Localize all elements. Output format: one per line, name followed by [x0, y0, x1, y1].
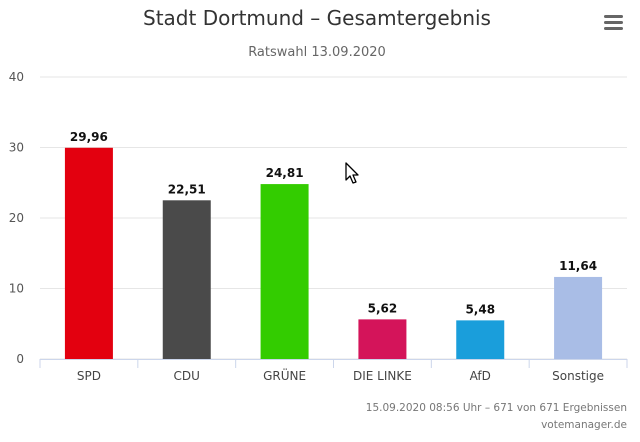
x-tick-label: CDU — [174, 369, 200, 383]
x-tick-label: SPD — [77, 369, 101, 383]
y-tick-label: 10 — [9, 282, 24, 296]
data-label: 5,48 — [465, 302, 495, 316]
y-tick-label: 20 — [9, 211, 24, 225]
x-tick-label: AfD — [470, 369, 491, 383]
x-tick-label: DIE LINKE — [353, 369, 412, 383]
bar[interactable] — [260, 184, 309, 359]
bars — [64, 147, 603, 359]
data-label: 22,51 — [168, 182, 206, 196]
bar[interactable] — [456, 320, 505, 359]
hamburger-menu-icon[interactable] — [600, 10, 626, 34]
footer-source: votemanager.de — [541, 419, 627, 431]
x-tick-label: GRÜNE — [263, 367, 306, 383]
footer-status: 15.09.2020 08:56 Uhr – 671 von 671 Ergeb… — [366, 402, 627, 414]
data-labels: 29,96 22,51 24,81 5,62 5,48 11,64 — [70, 130, 597, 317]
mouse-cursor-icon — [345, 162, 359, 184]
bar[interactable] — [64, 147, 113, 359]
x-axis: SPD CDU GRÜNE DIE LINKE AfD Sonstige — [39, 359, 628, 383]
y-tick-label: 30 — [9, 141, 24, 155]
y-axis: 0 10 20 30 40 — [9, 70, 24, 366]
x-tick-label: Sonstige — [552, 369, 604, 383]
y-tick-label: 40 — [9, 70, 24, 84]
bar[interactable] — [554, 276, 603, 359]
bar[interactable] — [162, 200, 211, 359]
chart-title: Stadt Dortmund – Gesamtergebnis — [143, 6, 491, 30]
y-tick-label: 0 — [16, 352, 24, 366]
data-label: 11,64 — [559, 259, 597, 273]
bar[interactable] — [358, 319, 407, 359]
data-label: 29,96 — [70, 130, 108, 144]
data-label: 24,81 — [266, 166, 304, 180]
data-label: 5,62 — [368, 301, 398, 315]
chart-subtitle: Ratswahl 13.09.2020 — [248, 45, 386, 60]
grid-lines — [40, 76, 627, 360]
